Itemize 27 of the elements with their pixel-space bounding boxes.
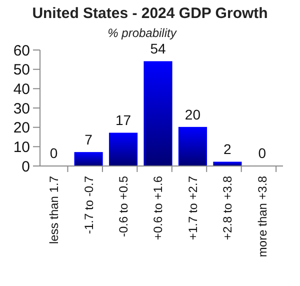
- y-tick-label: 10: [13, 138, 30, 156]
- data-label: 20: [184, 106, 201, 122]
- y-tick-label: 30: [13, 100, 30, 118]
- data-label: 54: [150, 40, 166, 57]
- bar: [178, 126, 208, 166]
- chart-subtitle: % probability: [108, 26, 178, 40]
- x-tick-label: +0.6 to +1.6: [151, 176, 166, 240]
- bar: [144, 61, 172, 166]
- x-tick-label: less than 1.7: [47, 176, 62, 244]
- bar: [74, 152, 103, 166]
- y-tick-label: 60: [13, 42, 30, 60]
- x-tick-label: -0.6 to +0.5: [116, 176, 130, 238]
- data-label: 7: [84, 131, 93, 148]
- data-label: 17: [115, 112, 132, 128]
- data-label: 2: [224, 141, 232, 158]
- x-tick-label: +1.7 to +2.7: [186, 176, 200, 240]
- y-tick-label: 40: [13, 80, 30, 98]
- y-tick-label: 20: [13, 120, 30, 137]
- chart-title: United States - 2024 GDP Growth: [32, 5, 268, 22]
- y-tick-label: 0: [22, 158, 30, 176]
- x-tick-label: +2.8 to +3.8: [220, 176, 235, 240]
- x-tick-label: more than +3.8: [255, 176, 270, 258]
- y-tick-label: 50: [13, 62, 30, 79]
- data-label: 0: [258, 145, 266, 161]
- data-label: 0: [50, 145, 58, 161]
- bar: [108, 132, 138, 166]
- x-tick-label: -1.7 to -0.7: [82, 176, 96, 234]
